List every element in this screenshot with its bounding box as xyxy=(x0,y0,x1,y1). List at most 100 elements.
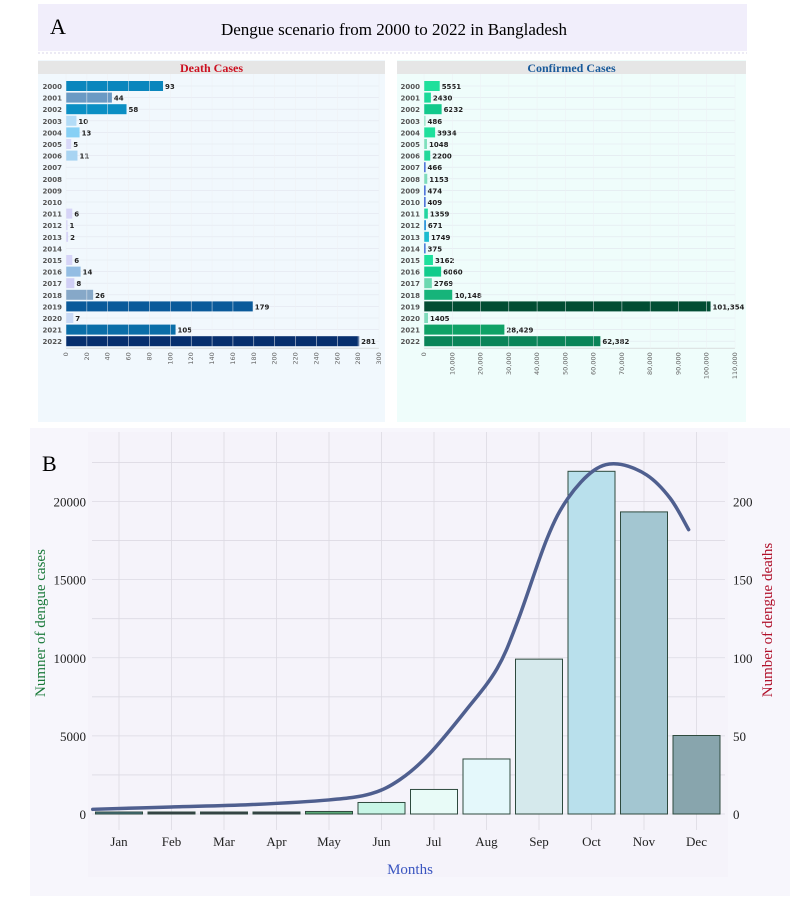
data-label: 486 xyxy=(428,118,443,126)
data-label: 1 xyxy=(70,222,75,230)
y-right-tick-label: 150 xyxy=(733,573,753,588)
year-label: 2022 xyxy=(401,338,421,346)
bar-2000 xyxy=(424,81,440,91)
bar-2018 xyxy=(66,289,94,300)
year-label: 2015 xyxy=(43,257,63,265)
bar-2013 xyxy=(66,231,69,242)
bar-2004 xyxy=(66,127,80,138)
x-tick-label: 20 xyxy=(83,352,91,360)
year-label: 2004 xyxy=(43,129,63,137)
year-label: 2006 xyxy=(43,153,63,161)
x-tick-label: Feb xyxy=(162,834,182,849)
year-label: 2014 xyxy=(43,245,63,253)
year-label: 2013 xyxy=(43,234,63,242)
plot-background xyxy=(397,60,746,422)
year-label: 2006 xyxy=(401,153,421,161)
data-label: 6 xyxy=(74,257,79,265)
year-label: 2001 xyxy=(43,95,63,103)
year-label: 2010 xyxy=(43,199,63,207)
data-label: 1048 xyxy=(429,141,449,149)
year-label: 2017 xyxy=(401,280,421,288)
data-label: 409 xyxy=(428,199,443,207)
x-axis-title: Months xyxy=(387,862,433,878)
data-label: 8 xyxy=(76,280,81,288)
data-label: 6 xyxy=(74,211,79,219)
bar-2001 xyxy=(66,92,112,103)
data-label: 2769 xyxy=(434,280,454,288)
year-label: 2003 xyxy=(43,118,63,126)
data-label: 2200 xyxy=(432,153,452,161)
bar-dec xyxy=(672,735,721,815)
data-label: 14 xyxy=(83,269,93,277)
x-tick-label: 240 xyxy=(312,352,320,364)
bar-oct xyxy=(567,470,616,815)
data-label: 26 xyxy=(95,292,105,300)
y-left-tick-label: 10000 xyxy=(54,651,87,666)
bar-2015 xyxy=(424,255,433,265)
bar-2004 xyxy=(424,127,436,138)
data-label: 5551 xyxy=(442,83,462,91)
x-tick-label: 200 xyxy=(271,352,279,364)
bar-2016 xyxy=(424,266,442,277)
year-label: 2019 xyxy=(43,303,63,311)
x-tick-label: 160 xyxy=(229,352,237,364)
y-left-tick-label: 5000 xyxy=(60,729,86,744)
confirmed-cases-chart: Confirmed Cases 2000 5551 2001 2430 2002 6232 2… xyxy=(397,60,746,422)
y-left-tick-label: 20000 xyxy=(54,495,87,510)
chart-title-band xyxy=(397,61,746,74)
bar-aug xyxy=(462,758,511,815)
chart-title: Confirmed Cases xyxy=(527,61,616,75)
data-label: 28,429 xyxy=(506,327,533,335)
year-label: 2010 xyxy=(401,199,421,207)
bar-2006 xyxy=(424,150,431,161)
bar-2011 xyxy=(424,208,428,219)
year-label: 2000 xyxy=(401,83,421,91)
bar-2022 xyxy=(66,336,360,347)
bar-2012 xyxy=(66,220,68,231)
y-right-tick-label: 50 xyxy=(733,729,746,744)
bar-2003 xyxy=(424,115,426,126)
bar-2017 xyxy=(424,278,432,289)
bar-mar xyxy=(200,811,248,815)
data-label: 474 xyxy=(428,187,443,195)
x-tick-label: 60 xyxy=(125,352,133,360)
plot-background xyxy=(38,60,385,422)
year-label: 2004 xyxy=(401,129,421,137)
monthly-cases-deaths-chart: Jan Feb Mar Apr May Jun Jul Aug Sep Oct Nov Dec0500… xyxy=(33,432,776,878)
data-label: 93 xyxy=(165,83,175,91)
year-label: 2022 xyxy=(43,338,63,346)
bar-2021 xyxy=(66,324,176,335)
x-tick-label: 100 xyxy=(166,352,174,364)
x-tick-label: 40 xyxy=(104,352,112,360)
bar-2005 xyxy=(424,139,427,149)
data-label: 58 xyxy=(129,106,139,114)
data-label: 7 xyxy=(75,315,80,323)
x-tick-label: Mar xyxy=(213,834,235,849)
bar-2000 xyxy=(66,81,164,91)
year-label: 2020 xyxy=(43,315,63,323)
year-label: 2014 xyxy=(401,245,421,253)
x-tick-label: Jan xyxy=(110,834,128,849)
x-tick-label: 30,000 xyxy=(505,352,513,375)
y-left-tick-label: 15000 xyxy=(54,573,87,588)
x-tick-label: 280 xyxy=(354,352,362,364)
y-left-tick-label: 0 xyxy=(80,807,87,822)
bar-2005 xyxy=(66,139,72,149)
bar-2008 xyxy=(424,173,428,184)
bar-nov xyxy=(620,511,668,815)
year-label: 2007 xyxy=(43,164,63,172)
year-label: 2017 xyxy=(43,280,63,288)
x-tick-label: 50,000 xyxy=(561,352,569,375)
x-tick-label: Apr xyxy=(266,834,287,849)
year-label: 2008 xyxy=(401,176,421,184)
data-label: 466 xyxy=(428,164,443,172)
year-label: 2009 xyxy=(401,187,421,195)
bar-2017 xyxy=(66,278,75,289)
bar-feb xyxy=(147,811,196,815)
x-tick-label: Jun xyxy=(372,834,391,849)
x-tick-label: 220 xyxy=(292,352,300,364)
x-tick-label: Jul xyxy=(426,834,442,849)
bar-jan xyxy=(95,811,143,815)
data-label: 671 xyxy=(428,222,443,230)
